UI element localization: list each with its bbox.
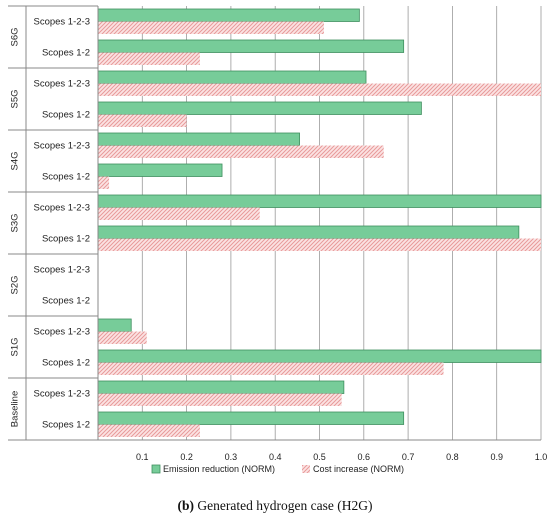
- bar-cost-increase: [98, 207, 260, 220]
- bar-emission-reduction: [97, 194, 542, 208]
- bar-emission-reduction: [97, 349, 542, 363]
- category-label: Scopes 1-2-3: [33, 141, 90, 152]
- category-label: Scopes 1-2-3: [33, 327, 90, 338]
- bar-cost-increase: [98, 21, 324, 34]
- x-tick-label: 0.4: [269, 452, 282, 462]
- legend-swatch-cost: [302, 465, 310, 473]
- bar-cost-increase: [98, 176, 110, 189]
- legend: Emission reduction (NORM) Cost increase (…: [151, 464, 404, 474]
- bar-cost-increase: [98, 52, 200, 65]
- bar-emission-reduction: [97, 70, 367, 84]
- bar-emission-reduction: [97, 318, 132, 332]
- x-tick-label: 1.0: [535, 452, 548, 462]
- x-tick-label: 0.6: [358, 452, 371, 462]
- bar-emission-reduction: [97, 132, 300, 146]
- bar-emission-reduction: [97, 163, 223, 177]
- bar-cost-increase: [98, 393, 342, 406]
- bar-emission-reduction: [97, 8, 360, 22]
- group-label: S5G: [10, 89, 21, 108]
- x-tick-label: 0.8: [446, 452, 459, 462]
- group-label: S1G: [10, 337, 21, 356]
- x-tick-label: 0.5: [313, 452, 326, 462]
- legend-label-emission: Emission reduction (NORM): [163, 464, 275, 474]
- category-label: Scopes 1-2-3: [33, 79, 90, 90]
- category-label: Scopes 1-2: [42, 48, 90, 59]
- bar-emission-reduction: [97, 39, 405, 53]
- figure-caption: (b) Generated hydrogen case (H2G): [0, 498, 550, 514]
- bar-emission-reduction: [97, 380, 345, 394]
- category-label: Scopes 1-2-3: [33, 389, 90, 400]
- caption-label: (b): [177, 498, 195, 513]
- bar-cost-increase: [98, 114, 187, 127]
- x-tick-labels: 0.1 0.2 0.3 0.4 0.5 0.6 0.7 0.8 0.9 1.0: [136, 452, 547, 462]
- bar-cost-increase: [98, 83, 541, 96]
- chart: S6G Scopes 1-2-3 Scopes 1-2 S5G Scopes 1-2-3…: [8, 5, 547, 474]
- bars: [97, 8, 542, 437]
- bar-emission-reduction: [97, 101, 422, 115]
- x-tick-label: 0.2: [180, 452, 193, 462]
- bar-cost-increase: [98, 238, 541, 251]
- bar-cost-increase: [98, 145, 384, 158]
- category-labels: S6G Scopes 1-2-3 Scopes 1-2 S5G Scopes 1-2-3…: [10, 17, 90, 431]
- caption-text: Generated hydrogen case (H2G): [194, 498, 373, 513]
- bar-cost-increase: [98, 331, 147, 344]
- bar-emission-reduction: [97, 411, 405, 425]
- category-label: Scopes 1-2: [42, 420, 90, 431]
- group-label: S3G: [10, 213, 21, 232]
- category-label: Scopes 1-2-3: [33, 17, 90, 28]
- group-label: S4G: [10, 151, 21, 170]
- category-label: Scopes 1-2: [42, 296, 90, 307]
- category-label: Scopes 1-2: [42, 234, 90, 245]
- group-label: Baseline: [10, 391, 21, 427]
- category-label: Scopes 1-2: [42, 172, 90, 183]
- group-label: S2G: [10, 275, 21, 294]
- legend-swatch-emission: [151, 464, 161, 474]
- category-label: Scopes 1-2-3: [33, 265, 90, 276]
- bar-cost-increase: [98, 424, 200, 437]
- axes: [8, 5, 541, 441]
- x-tick-label: 0.9: [490, 452, 503, 462]
- group-label: S6G: [10, 27, 21, 46]
- x-tick-label: 0.7: [402, 452, 415, 462]
- legend-label-cost: Cost increase (NORM): [313, 464, 404, 474]
- x-tick-label: 0.3: [225, 452, 238, 462]
- x-tick-label: 0.1: [136, 452, 149, 462]
- category-label: Scopes 1-2: [42, 358, 90, 369]
- bar-emission-reduction: [97, 225, 520, 239]
- category-label: Scopes 1-2: [42, 110, 90, 121]
- bar-cost-increase: [98, 362, 444, 375]
- category-label: Scopes 1-2-3: [33, 203, 90, 214]
